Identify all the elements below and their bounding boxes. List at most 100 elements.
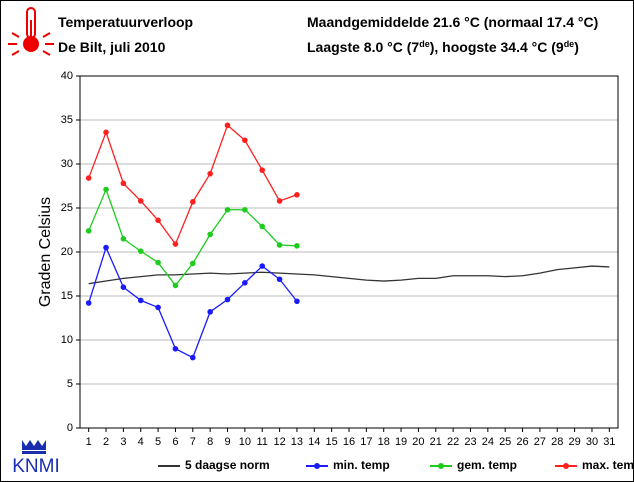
data-point	[137, 198, 144, 204]
legend-label: 5 daagse norm	[185, 458, 270, 472]
text-part: Laagste 8.0 °C (7	[307, 39, 419, 55]
superscript: de	[564, 39, 575, 49]
y-tick-label: 5	[67, 378, 73, 390]
data-point	[207, 309, 213, 315]
x-tick-label: 16	[343, 436, 355, 448]
data-point	[137, 248, 144, 254]
x-tick-label: 4	[138, 436, 144, 448]
data-point	[276, 242, 283, 248]
x-tick-label: 22	[447, 436, 459, 448]
x-tick-label: 18	[378, 436, 390, 448]
data-point	[242, 206, 248, 213]
data-point	[85, 175, 92, 181]
x-tick-label: 27	[534, 436, 546, 448]
title: Temperatuurverloop	[58, 14, 193, 30]
x-tick-label: 19	[395, 436, 407, 448]
data-point	[190, 199, 196, 205]
data-point	[155, 304, 161, 311]
y-tick-label: 25	[61, 202, 73, 214]
x-tick-label: 26	[516, 436, 528, 448]
x-tick-label: 23	[464, 436, 476, 448]
y-tick-label: 30	[61, 158, 73, 170]
stats-line2: Laagste 8.0 °C (7de), hoogste 34.4 °C (9…	[307, 39, 579, 55]
superscript: de	[419, 39, 430, 49]
data-point	[294, 243, 300, 249]
data-point	[103, 244, 109, 251]
data-point	[120, 284, 127, 291]
y-tick-label: 35	[61, 114, 73, 126]
data-point	[242, 280, 248, 286]
data-point	[120, 236, 127, 242]
data-point	[294, 192, 300, 198]
data-point	[85, 228, 92, 234]
legend-marker	[563, 463, 569, 469]
data-point	[224, 206, 231, 213]
y-axis-label: Graden Celsius	[37, 197, 54, 307]
x-tick-label: 20	[412, 436, 424, 448]
x-tick-label: 2	[103, 436, 109, 448]
data-point	[172, 282, 179, 289]
data-point	[259, 167, 266, 173]
x-tick-label: 7	[190, 436, 196, 448]
y-tick-label: 20	[61, 246, 73, 258]
legend-marker	[314, 463, 320, 469]
stats-line1: Maandgemiddelde 21.6 °C (normaal 17.4 °C…	[307, 14, 598, 30]
data-point	[190, 354, 196, 361]
data-point	[120, 180, 127, 187]
legend-label: max. temp	[582, 458, 634, 472]
x-tick-label: 10	[239, 436, 251, 448]
y-tick-label: 10	[61, 334, 73, 346]
data-point	[207, 231, 213, 238]
x-tick-label: 31	[603, 436, 615, 448]
text-part: ), hoogste 34.4 °C (9	[430, 39, 564, 55]
x-tick-label: 30	[586, 436, 598, 448]
x-tick-label: 1	[86, 436, 92, 448]
x-tick-label: 17	[360, 436, 372, 448]
data-point	[155, 259, 161, 266]
x-tick-label: 24	[482, 436, 494, 448]
x-tick-label: 9	[224, 436, 230, 448]
x-tick-label: 5	[155, 436, 161, 448]
y-tick-label: 15	[61, 290, 73, 302]
plot-border	[79, 75, 619, 429]
data-point	[242, 137, 248, 144]
knmi-logo	[22, 440, 46, 454]
data-point	[85, 300, 92, 306]
legend-marker	[438, 463, 444, 469]
data-point	[224, 296, 231, 303]
data-point	[172, 241, 179, 247]
x-tick-label: 15	[326, 436, 338, 448]
data-point	[294, 298, 300, 305]
data-point	[259, 263, 266, 269]
legend-label: min. temp	[333, 458, 390, 472]
x-tick-label: 29	[568, 436, 580, 448]
x-tick-label: 13	[291, 436, 303, 448]
subtitle: De Bilt, juli 2010	[58, 39, 166, 55]
text-part: )	[574, 39, 579, 55]
y-tick-label: 40	[61, 70, 73, 82]
x-tick-label: 8	[207, 436, 213, 448]
x-tick-label: 21	[430, 436, 442, 448]
x-tick-label: 28	[551, 436, 563, 448]
data-point	[276, 198, 283, 204]
data-point	[155, 217, 161, 224]
logo-text: KNMI	[12, 456, 60, 477]
data-point	[276, 276, 283, 283]
data-point	[103, 129, 109, 136]
y-tick-label: 0	[67, 422, 73, 434]
data-point	[103, 186, 109, 193]
data-point	[172, 346, 179, 352]
x-tick-label: 25	[499, 436, 511, 448]
data-point	[137, 297, 144, 304]
series-line	[88, 265, 610, 285]
x-tick-label: 3	[120, 436, 126, 448]
x-tick-label: 12	[273, 436, 285, 448]
data-point	[259, 223, 266, 230]
data-point	[190, 260, 196, 267]
data-point	[207, 170, 213, 177]
x-tick-label: 11	[257, 436, 268, 448]
x-tick-label: 14	[308, 436, 320, 448]
x-tick-label: 6	[172, 436, 178, 448]
thermometer-icon	[8, 7, 54, 56]
